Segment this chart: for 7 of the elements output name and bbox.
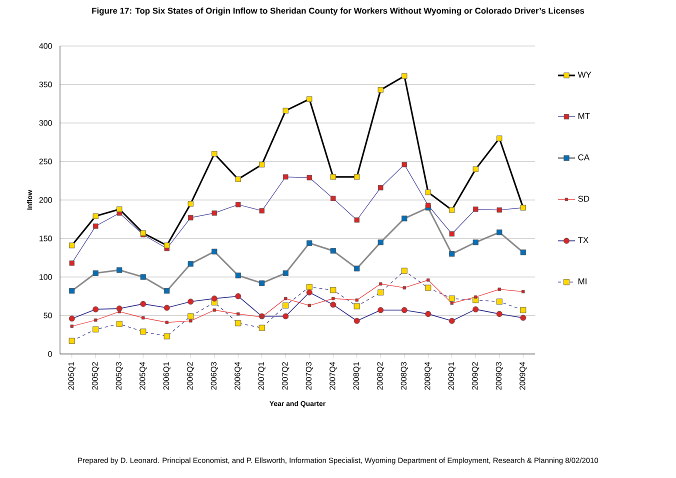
legend-label: CA	[578, 154, 590, 160]
legend-label: SD	[578, 196, 590, 202]
legend-label: MT	[578, 113, 590, 119]
legend-label: MI	[578, 278, 586, 284]
legend-label: TX	[578, 237, 588, 243]
legend-label: WY	[578, 72, 592, 78]
chart-title: Figure 17: Top Six States of Origin Inflow to Sheridan County for Workers Without Wyoming or Colorado Driver’s Licenses	[92, 8, 584, 16]
